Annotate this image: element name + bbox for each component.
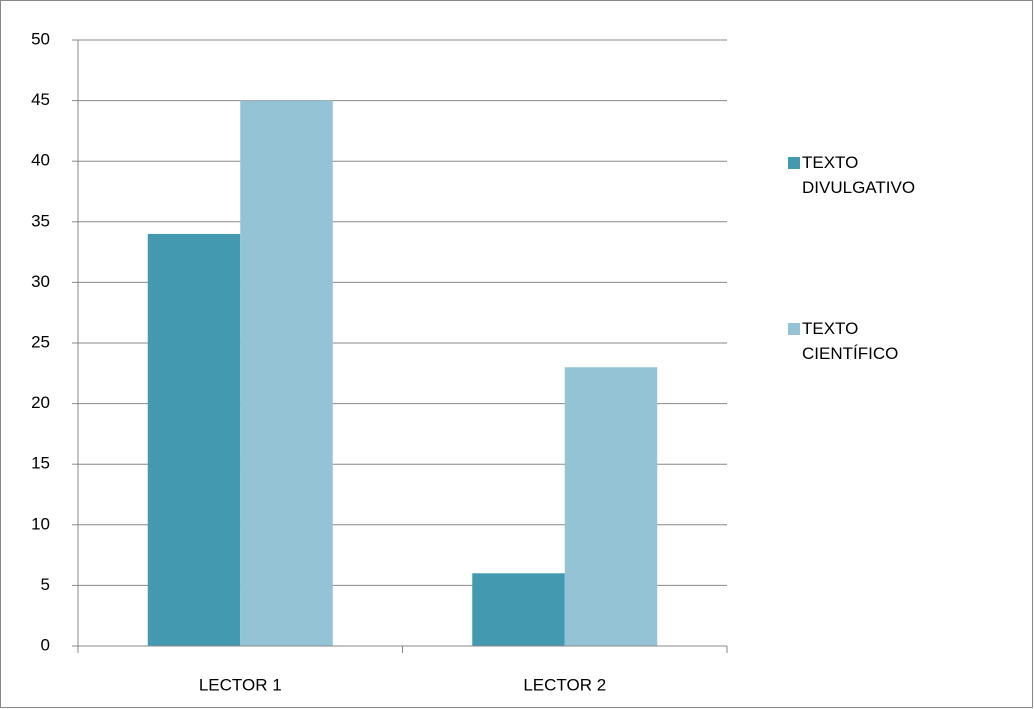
y-tick-label: 0	[41, 635, 50, 654]
legend-swatch	[788, 323, 800, 335]
x-tick-label: LECTOR 1	[199, 675, 282, 694]
y-tick-label: 30	[31, 272, 50, 291]
legend-label: TEXTO DIVULGATIVO	[802, 153, 916, 197]
y-tick-label: 45	[31, 90, 50, 109]
y-tick-label: 15	[31, 454, 50, 473]
bar	[564, 367, 658, 646]
y-tick-label: 25	[31, 332, 50, 351]
y-tick-label: 35	[31, 211, 50, 230]
y-tick-label: 50	[31, 29, 50, 48]
legend-entry: TEXTO DIVULGATIVO	[788, 150, 988, 200]
bar	[147, 233, 241, 647]
y-tick-label: 20	[31, 393, 50, 412]
y-tick-label: 40	[31, 151, 50, 170]
y-tick-label: 5	[41, 575, 50, 594]
legend-entry: TEXTO CIENTÍFICO	[788, 316, 988, 366]
legend-swatch	[788, 157, 800, 169]
legend-label: TEXTO CIENTÍFICO	[802, 319, 899, 363]
x-tick-label: LECTOR 2	[523, 675, 606, 694]
bar	[240, 100, 333, 647]
y-tick-label: 10	[31, 514, 50, 533]
bar	[472, 573, 565, 646]
